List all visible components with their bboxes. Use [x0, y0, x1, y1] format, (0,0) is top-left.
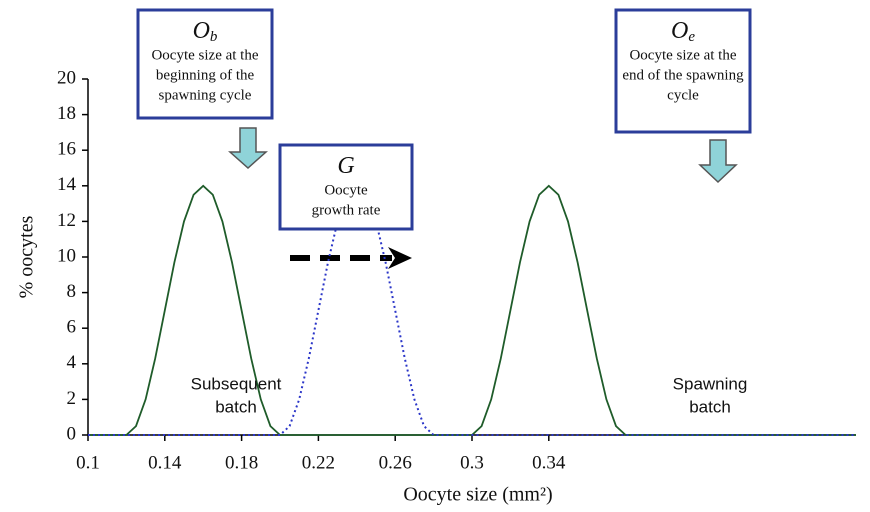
plot-label: batch	[215, 397, 257, 416]
y-tick-label: 8	[67, 281, 77, 302]
annotation-line: spawning cycle	[159, 87, 252, 103]
annotation-line: Oocyte size at the	[151, 47, 258, 63]
y-tick-label: 16	[57, 139, 76, 160]
annotation-box	[614, 8, 752, 134]
annotation-line: beginning of the	[156, 67, 255, 83]
annotation-title: Ob	[193, 18, 218, 46]
x-tick-label: 0.18	[225, 452, 258, 473]
annotation-symbol: O	[193, 18, 210, 44]
series-line	[88, 184, 856, 436]
plot-label: Spawning	[673, 374, 748, 393]
plot-label: Subsequent	[191, 374, 282, 393]
x-tick-label: 0.3	[460, 452, 484, 473]
y-tick-label: 14	[57, 174, 77, 195]
x-tick-label: 0.22	[302, 452, 335, 473]
y-tick-label: 12	[57, 210, 76, 231]
x-tick-label: 0.1	[76, 452, 100, 473]
x-tick-label: 0.26	[379, 452, 412, 473]
annotation-line: Oocyte	[324, 182, 368, 198]
annotation-line: cycle	[667, 87, 699, 103]
annotation-subscript: e	[688, 29, 695, 45]
y-tick-label: 20	[57, 67, 76, 88]
y-tick-label: 4	[67, 352, 77, 373]
growth-arrow-head	[388, 247, 412, 269]
x-axis-title: Oocyte size (mm²)	[403, 484, 552, 506]
down-arrow	[228, 127, 268, 170]
annotation-line: growth rate	[312, 202, 381, 218]
annotation-title: Oe	[671, 18, 695, 46]
annotation-box	[136, 8, 274, 120]
annotation-symbol: G	[337, 153, 354, 179]
plot-label: batch	[689, 397, 731, 416]
y-axis-title: % oocytes	[16, 215, 38, 298]
y-tick-label: 0	[67, 423, 77, 444]
x-tick-label: 0.34	[532, 452, 566, 473]
series-line	[88, 184, 856, 436]
down-arrow	[698, 139, 738, 184]
annotation-symbol: O	[671, 18, 688, 44]
y-tick-label: 2	[67, 388, 77, 409]
annotation-line: end of the spawning	[622, 67, 744, 83]
annotation-box	[278, 143, 414, 231]
arrows	[228, 127, 738, 269]
x-tick-label: 0.14	[148, 452, 182, 473]
y-tick-label: 18	[57, 103, 76, 124]
annotation-title: G	[337, 153, 354, 179]
y-tick-label: 10	[57, 245, 76, 266]
y-tick-label: 6	[67, 317, 77, 338]
annotation-line: Oocyte size at the	[629, 47, 736, 63]
annotation-subscript: b	[210, 29, 218, 45]
